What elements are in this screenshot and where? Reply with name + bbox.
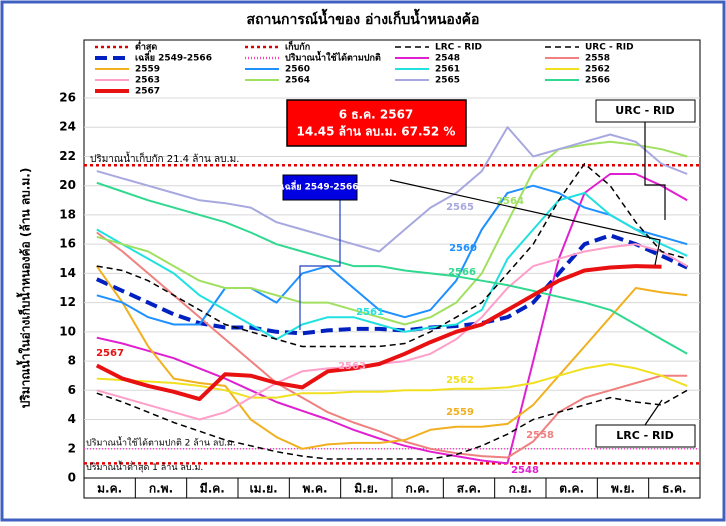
- callout-line: [299, 200, 341, 330]
- series-label: 2564: [496, 196, 524, 207]
- annotation: ปริมาณน้ำใช้ได้ตามปกติ 2 ล้าน ลบ.ม.: [86, 435, 236, 448]
- x-tick-label: ธ.ค.: [662, 482, 686, 496]
- average-box: [282, 174, 358, 201]
- legend-label: 2564: [285, 76, 310, 86]
- legend-label: 2548: [435, 54, 460, 64]
- legend-label: 2567: [135, 87, 160, 97]
- series-line: [96, 243, 688, 421]
- series-line: [96, 126, 688, 253]
- legend-label: เก็บกัก: [285, 40, 310, 53]
- y-tick-label: 20: [59, 178, 76, 192]
- series-line: [96, 140, 688, 326]
- legend-label: 2560: [285, 65, 310, 75]
- annotation: ปริมาณน้ำเก็บกัก 21.4 ล้าน ลบ.ม.: [90, 151, 239, 165]
- legend-label: 2563: [135, 76, 160, 86]
- series-line: [95, 265, 688, 450]
- series-line: [96, 192, 688, 341]
- y-tick-label: 26: [59, 91, 76, 105]
- legend-label: เฉลี่ย 2549-2566: [135, 51, 212, 64]
- legend-label: 2558: [585, 54, 610, 64]
- x-tick-label: มิ.ย.: [354, 482, 378, 496]
- legend-label: 2566: [585, 76, 610, 86]
- series-label: 2567: [96, 348, 124, 359]
- x-tick-label: ก.พ.: [149, 482, 173, 496]
- x-tick-label: ก.ค.: [405, 482, 429, 496]
- average-text: เฉลี่ย 2549-2566: [282, 180, 359, 193]
- series-label: 2558: [526, 430, 554, 441]
- series-line: [96, 389, 688, 460]
- y-tick-label: 10: [59, 324, 76, 338]
- x-tick-label: ส.ค.: [457, 482, 481, 496]
- y-tick-label: 0: [68, 471, 76, 485]
- y-tick-label: 22: [59, 149, 76, 163]
- legend-label: 2565: [435, 76, 460, 86]
- urc-box: [595, 99, 696, 123]
- series-line: [95, 233, 689, 336]
- x-tick-label: ก.ย.: [509, 482, 532, 496]
- callout-text: 6 ธ.ค. 2567: [339, 108, 414, 122]
- series-label: 2566: [448, 267, 476, 278]
- callout-line: [644, 399, 663, 426]
- annotation: ปริมาณน้ำต่ำสุด 1 ล้าน ลบ.ม.: [86, 460, 203, 473]
- y-tick-label: 16: [59, 237, 76, 251]
- callout-line: [389, 179, 661, 266]
- y-axis-label: ปริมาณน้ำในอ่างเก็บน้ำหนองค้อ (ล้าน ลบ.ม…: [16, 168, 33, 409]
- series-label: 2561: [356, 307, 384, 318]
- callout-box: [286, 99, 467, 147]
- y-tick-label: 2: [68, 441, 76, 455]
- y-tick-label: 6: [68, 383, 76, 397]
- legend-label: ปริมาณน้ำใช้ได้ตามปกติ: [285, 51, 381, 64]
- y-tick-label: 24: [59, 120, 76, 134]
- chart-title: สถานการณ์น้ำของ อ่างเก็บน้ำหนองค้อ: [247, 8, 480, 28]
- series-label: 2562: [446, 375, 474, 386]
- x-tick-label: ต.ค.: [559, 482, 584, 496]
- series-label: 2565: [446, 202, 474, 213]
- callout-text: 14.45 ล้าน ลบ.ม. 67.52 %: [297, 125, 456, 139]
- series-line: [95, 264, 662, 402]
- series-line: [96, 181, 688, 355]
- callout-line: [644, 122, 666, 220]
- series-line: [96, 184, 688, 326]
- series-line: [96, 363, 688, 399]
- series-label: 2563: [338, 361, 366, 372]
- series-label: 2548: [511, 465, 539, 476]
- series-line: [96, 163, 688, 348]
- x-tick-label: ม.ค.: [97, 482, 122, 496]
- legend-label: 2561: [435, 65, 460, 75]
- y-tick-label: 8: [68, 354, 76, 368]
- lrc-box: [595, 424, 696, 448]
- legend-label: LRC - RID: [435, 43, 482, 53]
- x-tick-label: เม.ย.: [250, 482, 278, 496]
- y-tick-label: 12: [59, 295, 76, 309]
- series-label: 2560: [449, 243, 477, 254]
- y-tick-label: 18: [59, 207, 76, 221]
- legend-label: ต่ำสุด: [135, 40, 157, 53]
- x-tick-label: มี.ค.: [200, 482, 225, 496]
- x-tick-label: พ.ย.: [611, 482, 635, 496]
- series-label: 2559: [446, 407, 474, 418]
- legend-label: 2559: [135, 65, 160, 75]
- y-tick-label: 4: [68, 412, 76, 426]
- legend-label: URC - RID: [585, 43, 634, 53]
- lrc-text: LRC - RID: [616, 429, 673, 442]
- y-tick-label: 14: [59, 266, 76, 280]
- urc-text: URC - RID: [615, 104, 674, 117]
- legend-label: 2562: [585, 65, 610, 75]
- x-tick-label: พ.ค.: [302, 482, 327, 496]
- series-line: [96, 231, 688, 459]
